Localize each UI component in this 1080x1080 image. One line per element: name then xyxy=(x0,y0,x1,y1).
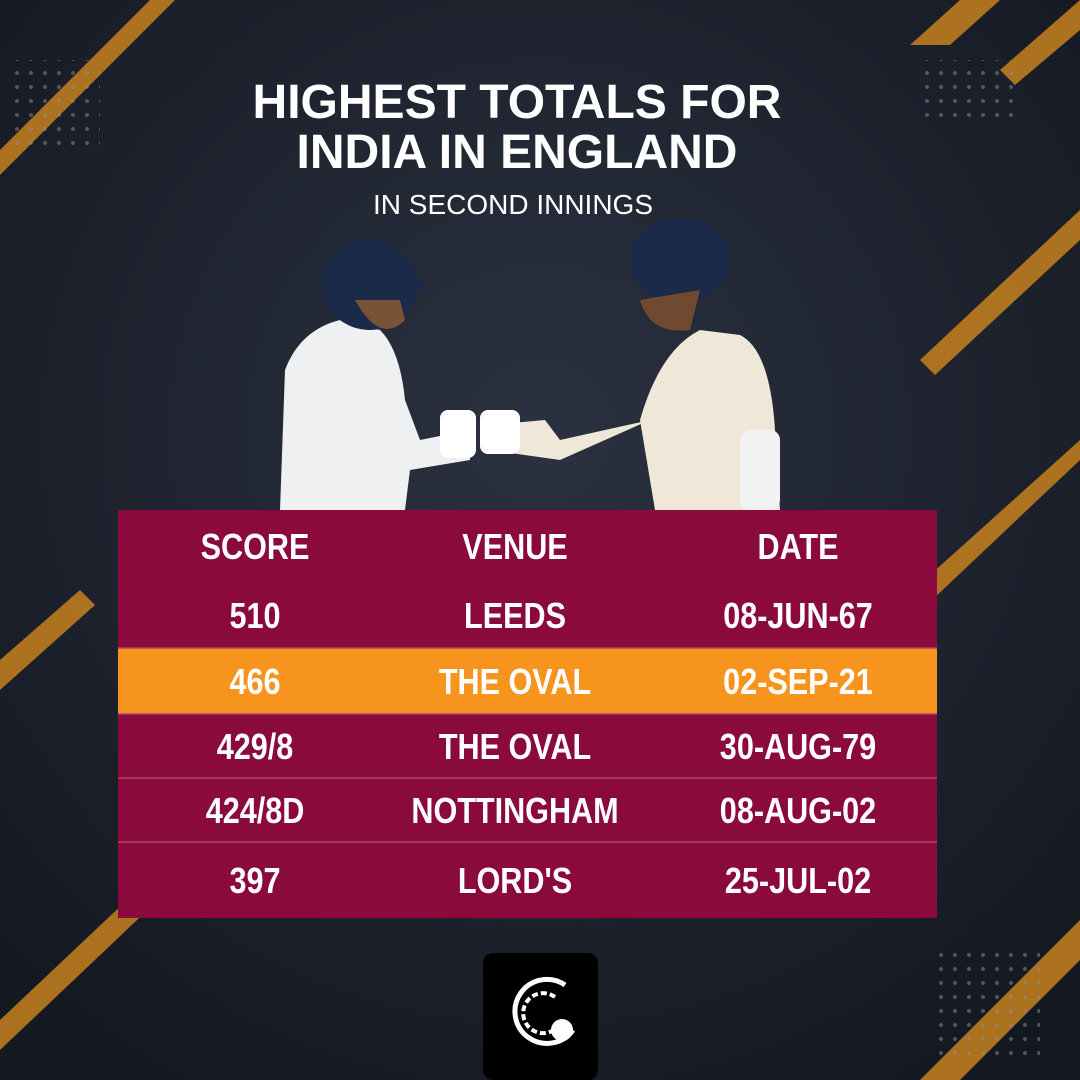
table-cell: NOTTINGHAM xyxy=(411,792,618,832)
dots xyxy=(930,950,1040,1060)
subtitle: IN SECOND INNINGS xyxy=(373,189,653,220)
header-row xyxy=(118,510,937,582)
dots xyxy=(15,60,100,155)
table-cell: 08-JUN-67 xyxy=(723,597,873,637)
table-cell: 08-AUG-02 xyxy=(720,792,876,832)
table-cell: LEEDS xyxy=(464,597,566,637)
table-row xyxy=(118,648,937,714)
table-cell: 397 xyxy=(229,862,280,902)
table-cell: VENUE xyxy=(462,528,567,568)
title-line: INDIA IN ENGLAND xyxy=(297,126,738,179)
table-row xyxy=(118,778,937,842)
table-cell: 25-JUL-02 xyxy=(725,862,871,902)
title-line: HIGHEST TOTALS FOR xyxy=(253,76,782,129)
table-cell: 424/8D xyxy=(206,792,305,832)
table-row xyxy=(118,842,937,918)
table-cell: 466 xyxy=(229,663,280,703)
table-cell: 30-AUG-79 xyxy=(720,728,876,768)
table-cell: 429/8 xyxy=(217,728,294,768)
table-cell: LORD'S xyxy=(458,862,572,902)
table-cell: SCORE xyxy=(201,528,310,568)
players-photo xyxy=(280,218,780,510)
table-cell: DATE xyxy=(758,528,839,568)
dots xyxy=(920,60,1020,120)
table-cell: 02-SEP-21 xyxy=(723,663,873,703)
table-row xyxy=(118,714,937,778)
logo xyxy=(483,953,598,1080)
table-cell: 510 xyxy=(229,597,280,637)
table-cell: THE OVAL xyxy=(439,728,591,768)
table: SCORE VENUE DATE 510 LEEDS 08-JUN-67 466 THE OV… xyxy=(118,510,937,918)
table-cell: THE OVAL xyxy=(439,663,591,703)
table-row xyxy=(118,582,937,648)
